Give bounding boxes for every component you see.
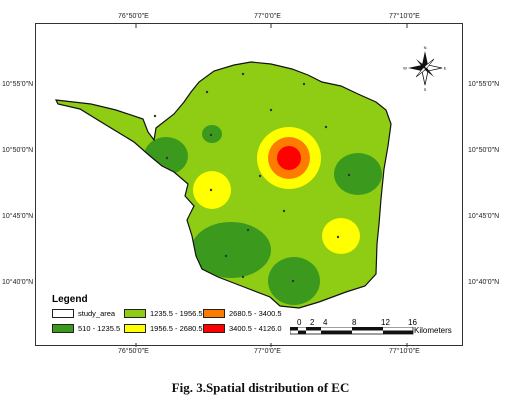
map-frame: N S E W bbox=[35, 23, 463, 347]
map-svg: N S E W bbox=[54, 24, 447, 347]
sample-point bbox=[165, 156, 169, 160]
sample-point bbox=[209, 133, 213, 137]
east-label: E bbox=[444, 66, 447, 71]
sample-point bbox=[291, 279, 295, 283]
sample-point bbox=[302, 82, 306, 86]
scale-tick-2: 2 bbox=[310, 318, 315, 327]
coord-top-3: 77°10'0"E bbox=[389, 13, 420, 20]
legend-swatch bbox=[203, 309, 225, 318]
north-label: N bbox=[424, 45, 427, 50]
scale-tick-4: 4 bbox=[323, 318, 328, 327]
coord-right-1: 10°55'0"N bbox=[468, 81, 500, 88]
coord-bottom-1: 76°50'0"E bbox=[118, 348, 149, 355]
scale-tick-0: 0 bbox=[297, 318, 302, 327]
ec-zone-very-high bbox=[277, 146, 301, 170]
sample-point bbox=[205, 90, 209, 94]
coord-right-2: 10°50'0"N bbox=[468, 147, 500, 154]
scale-bar bbox=[290, 327, 414, 335]
scale-tick-8: 8 bbox=[352, 318, 357, 327]
legend-swatch bbox=[124, 309, 146, 318]
coord-left-3: 10°45'0"N bbox=[2, 213, 34, 220]
coord-right-3: 10°45'0"N bbox=[468, 213, 500, 220]
figure-caption: Fig. 3.Spatial distribution of EC bbox=[171, 380, 350, 395]
legend-label: 3400.5 - 4126.0 bbox=[229, 324, 282, 333]
legend-item-5: 3400.5 - 4126.0 bbox=[203, 324, 282, 333]
coord-right-4: 10°40'0"N bbox=[468, 279, 500, 286]
coord-left-2: 10°50'0"N bbox=[2, 147, 34, 154]
sample-point bbox=[241, 72, 245, 76]
legend-item-2: 1235.5 - 1956.5 bbox=[124, 309, 203, 318]
coord-bottom-2: 77°0'0"E bbox=[254, 348, 281, 355]
legend-label: study_area bbox=[78, 309, 116, 318]
ec-zone-low-southwest bbox=[191, 222, 271, 278]
ec-zone-background bbox=[56, 62, 391, 308]
north-arrow-icon: N S E W bbox=[403, 45, 447, 92]
coord-top-1: 76°50'0"E bbox=[118, 13, 149, 20]
sample-point bbox=[336, 235, 340, 239]
legend-swatch bbox=[52, 324, 74, 333]
sample-point bbox=[224, 254, 228, 258]
legend-swatch bbox=[124, 324, 146, 333]
legend-item-study-area: study_area bbox=[52, 309, 115, 318]
legend-label: 1956.5 - 2680.5 bbox=[150, 324, 203, 333]
sample-points bbox=[153, 72, 351, 283]
legend-label: 1235.5 - 1956.5 bbox=[150, 309, 203, 318]
sample-point bbox=[258, 174, 262, 178]
south-label: S bbox=[424, 87, 427, 92]
scale-unit: Kilometers bbox=[414, 326, 452, 335]
legend-item-1: 510 - 1235.5 bbox=[52, 324, 120, 333]
legend-item-3: 1956.5 - 2680.5 bbox=[124, 324, 203, 333]
sample-point bbox=[269, 108, 273, 112]
sample-point bbox=[209, 188, 213, 192]
west-label: W bbox=[403, 66, 407, 71]
ec-zones bbox=[56, 62, 391, 308]
sample-point bbox=[347, 173, 351, 177]
sample-point bbox=[246, 228, 250, 232]
legend-swatch bbox=[203, 324, 225, 333]
coord-left-4: 10°40'0"N bbox=[2, 279, 34, 286]
legend-swatch bbox=[52, 309, 74, 318]
sample-point bbox=[282, 209, 286, 213]
legend-title: Legend bbox=[52, 294, 88, 305]
coord-top-2: 77°0'0"E bbox=[254, 13, 281, 20]
legend-label: 510 - 1235.5 bbox=[78, 324, 121, 333]
sample-point bbox=[241, 275, 245, 279]
sample-point bbox=[153, 114, 157, 118]
legend-label: 2680.5 - 3400.5 bbox=[229, 309, 282, 318]
legend-item-4: 2680.5 - 3400.5 bbox=[203, 309, 282, 318]
ec-zone-low-small bbox=[202, 125, 222, 143]
sample-point bbox=[324, 125, 328, 129]
coord-bottom-3: 77°10'0"E bbox=[389, 348, 420, 355]
scale-tick-16: 16 bbox=[408, 318, 417, 327]
ec-zone-mid-east bbox=[322, 218, 360, 254]
ec-zone-low-east bbox=[334, 153, 382, 195]
study-area-boundary bbox=[54, 61, 392, 309]
coord-left-1: 10°55'0"N bbox=[2, 81, 34, 88]
scale-tick-12: 12 bbox=[381, 318, 390, 327]
